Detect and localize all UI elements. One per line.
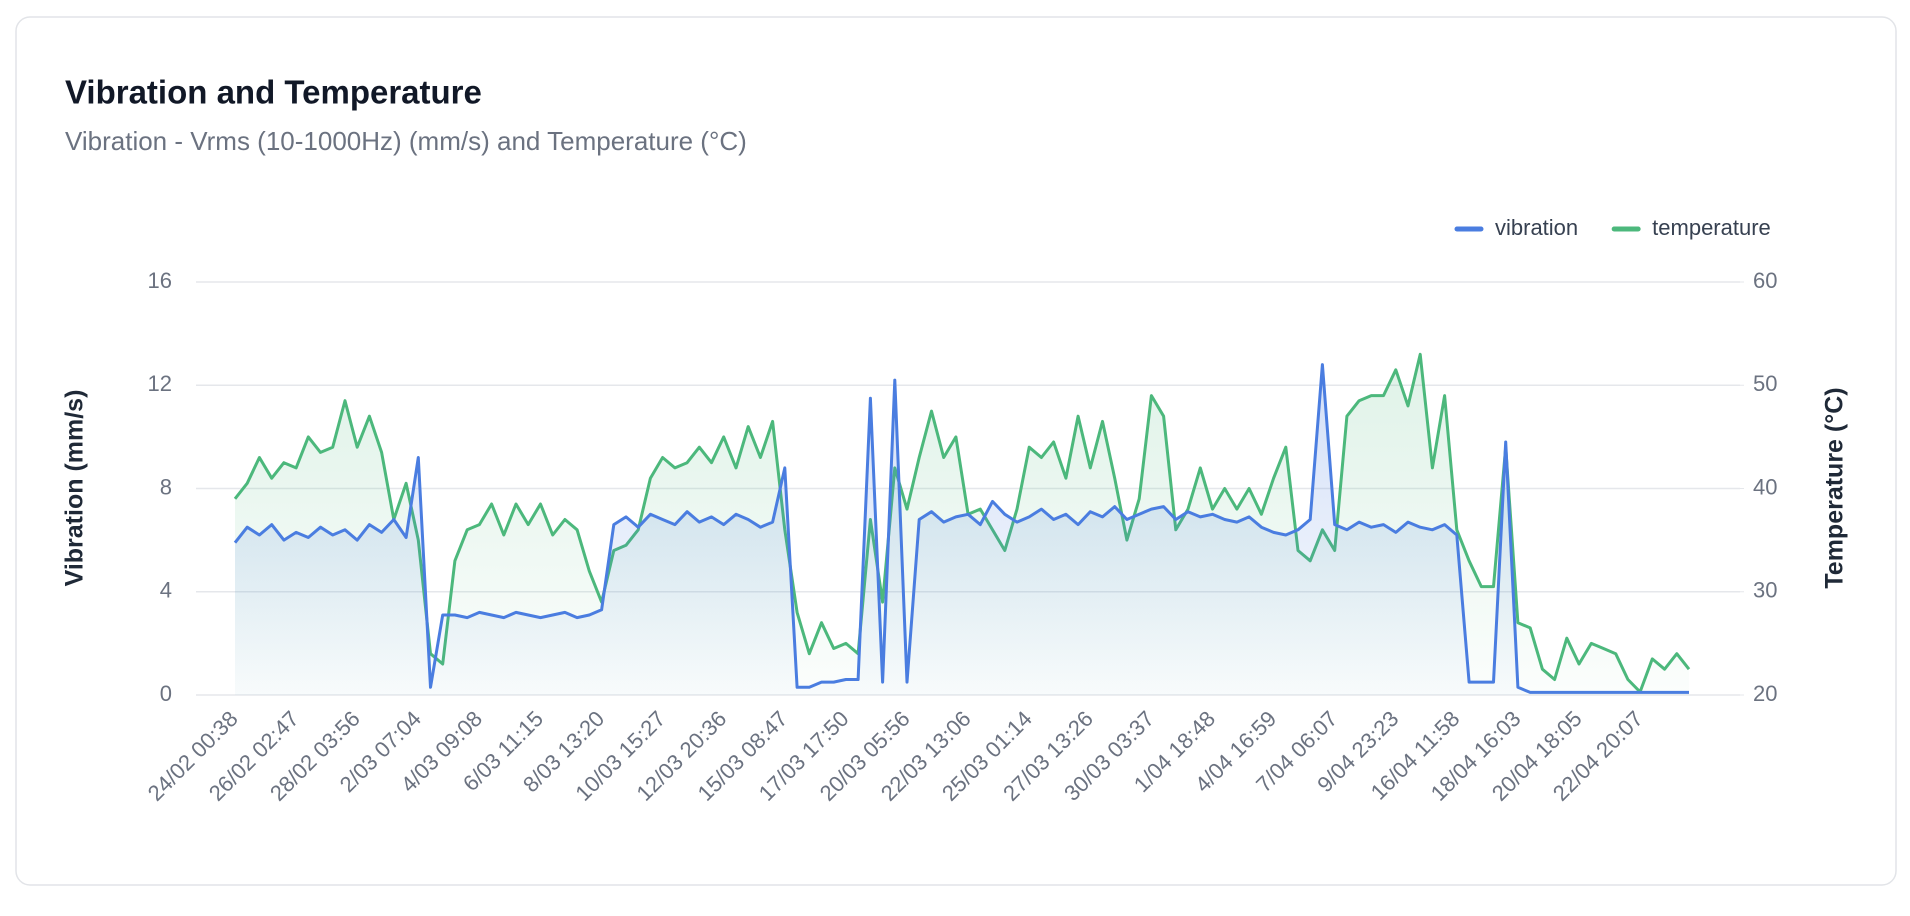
y-tick-label: 12 xyxy=(148,371,172,396)
chart-title: Vibration and Temperature xyxy=(65,74,482,111)
y-axis-title: Vibration (mm/s) xyxy=(61,390,89,587)
series-line xyxy=(233,352,1691,694)
y-tick-label: 16 xyxy=(148,268,172,293)
chart-subtitle: Vibration - Vrms (10-1000Hz) (mm/s) and … xyxy=(65,126,747,156)
legend-label: vibration xyxy=(1495,215,1578,240)
y2-axis-title: Temperature (°C) xyxy=(1821,387,1849,588)
y2-tick-label: 60 xyxy=(1753,268,1777,293)
y2-tick-label: 20 xyxy=(1753,681,1777,706)
y2-tick-label: 40 xyxy=(1753,474,1777,499)
y2-tick-label: 30 xyxy=(1753,578,1777,603)
y-tick-label: 8 xyxy=(160,474,172,499)
y-tick-label: 4 xyxy=(160,578,172,603)
y2-tick-label: 50 xyxy=(1753,371,1777,396)
legend-label: temperature xyxy=(1652,215,1771,240)
series-line xyxy=(233,363,1689,694)
y-tick-label: 0 xyxy=(160,681,172,706)
